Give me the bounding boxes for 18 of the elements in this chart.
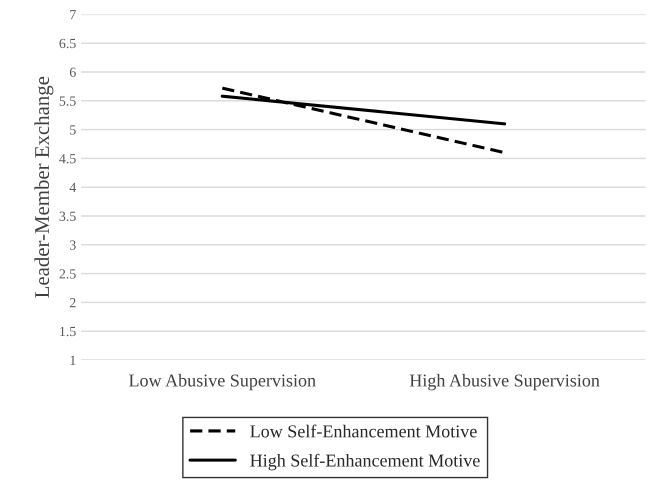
y-tick-label: 1.5: [60, 326, 76, 336]
y-tick-label: 5: [70, 125, 76, 135]
y-tick-label: 2: [70, 298, 76, 308]
y-tick-label: 2.5: [60, 269, 76, 279]
y-tick-label: 6: [70, 68, 76, 77]
y-tick-label: 3.5: [60, 212, 76, 222]
legend-label: High Self-Enhancement Motive: [250, 454, 480, 470]
legend-label: Low Self-Enhancement Motive: [250, 424, 477, 438]
y-tick-label: 7: [70, 10, 76, 20]
x-tick-label: High Abusive Supervision: [410, 374, 600, 390]
x-tick-label: Low Abusive Supervision: [129, 374, 316, 390]
y-tick-label: 1: [70, 356, 76, 365]
y-tick-label: 4.5: [59, 154, 76, 164]
y-axis-title: Leader-Member Exchange: [34, 76, 54, 298]
y-tick-label: 6.5: [60, 38, 76, 48]
y-tick-label: 3: [70, 240, 76, 250]
y-tick-label: 4: [70, 182, 76, 192]
y-tick-label: 5.5: [60, 96, 76, 106]
